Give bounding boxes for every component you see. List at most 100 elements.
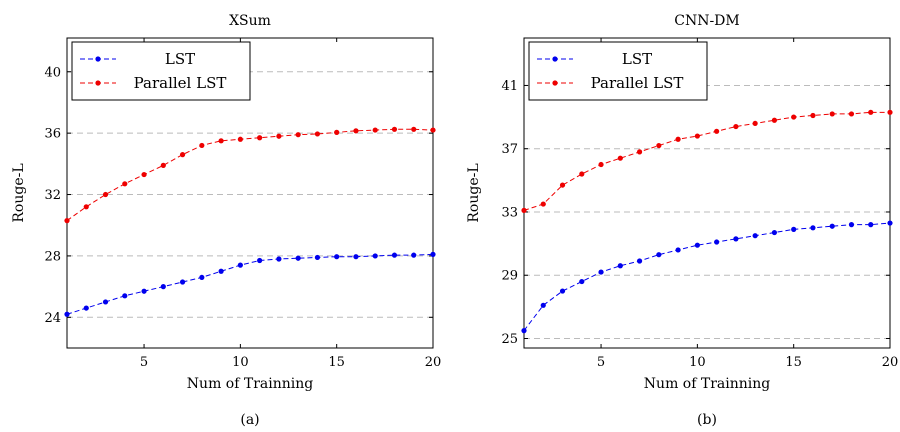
data-point <box>141 288 147 294</box>
data-point <box>521 328 527 334</box>
data-point <box>391 126 398 132</box>
data-point <box>791 226 797 232</box>
data-point <box>829 111 835 117</box>
data-point <box>540 201 546 207</box>
data-point <box>887 109 893 115</box>
data-point <box>372 127 378 133</box>
data-point <box>598 161 604 168</box>
data-point <box>656 252 662 258</box>
data-point <box>83 305 89 311</box>
data-point <box>868 109 874 115</box>
data-point <box>636 149 643 155</box>
y-tick-label: 33 <box>501 205 518 220</box>
data-point <box>791 114 797 120</box>
panel-caption: (b) <box>697 412 717 428</box>
chart-title: CNN-DM <box>674 13 740 29</box>
data-point <box>540 302 546 308</box>
data-point <box>733 236 739 242</box>
data-point <box>353 254 359 260</box>
series-line-lst <box>523 222 891 331</box>
y-tick-label: 36 <box>44 127 61 142</box>
data-point <box>237 136 243 142</box>
data-point <box>733 123 739 130</box>
data-point <box>237 262 243 268</box>
data-point <box>714 239 720 245</box>
data-point <box>314 131 321 137</box>
data-point <box>411 126 417 132</box>
data-point <box>848 222 855 228</box>
x-tick-label: 5 <box>597 355 605 370</box>
legend-swatch-marker <box>552 80 558 86</box>
data-point <box>771 229 778 236</box>
data-point <box>810 225 816 231</box>
data-point <box>887 220 893 226</box>
x-tick-label: 10 <box>689 355 706 370</box>
data-point <box>199 274 205 281</box>
data-point <box>656 142 662 149</box>
data-point <box>848 111 855 117</box>
data-point <box>411 252 417 258</box>
data-point <box>521 207 527 213</box>
series-line-parallel-lst <box>523 111 890 211</box>
data-point <box>694 133 700 139</box>
data-point <box>160 284 166 290</box>
data-point <box>199 142 205 149</box>
legend-label: Parallel LST <box>134 74 227 92</box>
legend-label: LST <box>165 50 195 68</box>
data-point <box>391 252 398 258</box>
y-tick-label: 41 <box>501 79 518 94</box>
chart-panel-2: 25 29 33 37 41 5 10 15 20 CNN-DM Num of Trainning R… <box>466 13 898 428</box>
data-point <box>559 182 566 188</box>
y-tick-label: 29 <box>501 269 518 284</box>
x-tick-label: 15 <box>785 355 802 370</box>
plot-frame <box>66 37 434 349</box>
data-point <box>83 204 89 210</box>
legend-label: LST <box>622 50 652 68</box>
legend-swatch-marker <box>95 56 101 62</box>
data-point <box>771 117 778 123</box>
data-point <box>617 263 623 269</box>
x-tick-label: 5 <box>140 355 148 370</box>
data-point <box>559 288 566 294</box>
data-point <box>752 120 758 127</box>
data-point <box>829 223 835 229</box>
data-point <box>295 132 301 138</box>
y-axis-label: Rouge-L <box>11 163 27 222</box>
plot-frame <box>523 37 891 349</box>
legend-swatch-marker <box>552 56 558 62</box>
data-point <box>372 253 378 259</box>
chart-panel-1: 24 28 32 36 40 5 10 15 20 XSum Num of Trainning Rou… <box>11 13 441 428</box>
y-axis-label: Rouge-L <box>466 163 482 222</box>
series-line-lst <box>66 253 434 315</box>
data-point <box>353 128 359 134</box>
data-point <box>430 127 436 133</box>
x-axis-label: Num of Trainning <box>644 376 770 392</box>
data-point <box>179 152 186 158</box>
data-point <box>810 112 816 119</box>
series-line-parallel-lst <box>66 128 434 222</box>
data-point <box>598 269 604 275</box>
legend-box <box>71 41 251 101</box>
data-point <box>64 218 70 224</box>
data-point <box>714 128 720 134</box>
y-tick-label: 28 <box>44 249 61 264</box>
x-tick-label: 20 <box>882 355 899 370</box>
data-point <box>694 242 700 248</box>
data-point <box>430 251 436 257</box>
data-point <box>102 299 109 305</box>
data-point <box>257 135 263 141</box>
legend-label: Parallel LST <box>591 74 684 92</box>
y-tick-label: 32 <box>44 188 61 203</box>
data-point <box>102 191 109 198</box>
data-point <box>334 129 340 135</box>
data-point <box>752 233 758 239</box>
data-point <box>636 258 643 264</box>
data-point <box>179 279 186 285</box>
x-tick-label: 10 <box>232 355 249 370</box>
y-tick-label: 40 <box>44 65 61 80</box>
x-tick-label: 15 <box>328 355 345 370</box>
data-point <box>334 254 340 260</box>
y-tick-label: 24 <box>44 311 61 326</box>
y-tick-label: 25 <box>501 332 518 347</box>
